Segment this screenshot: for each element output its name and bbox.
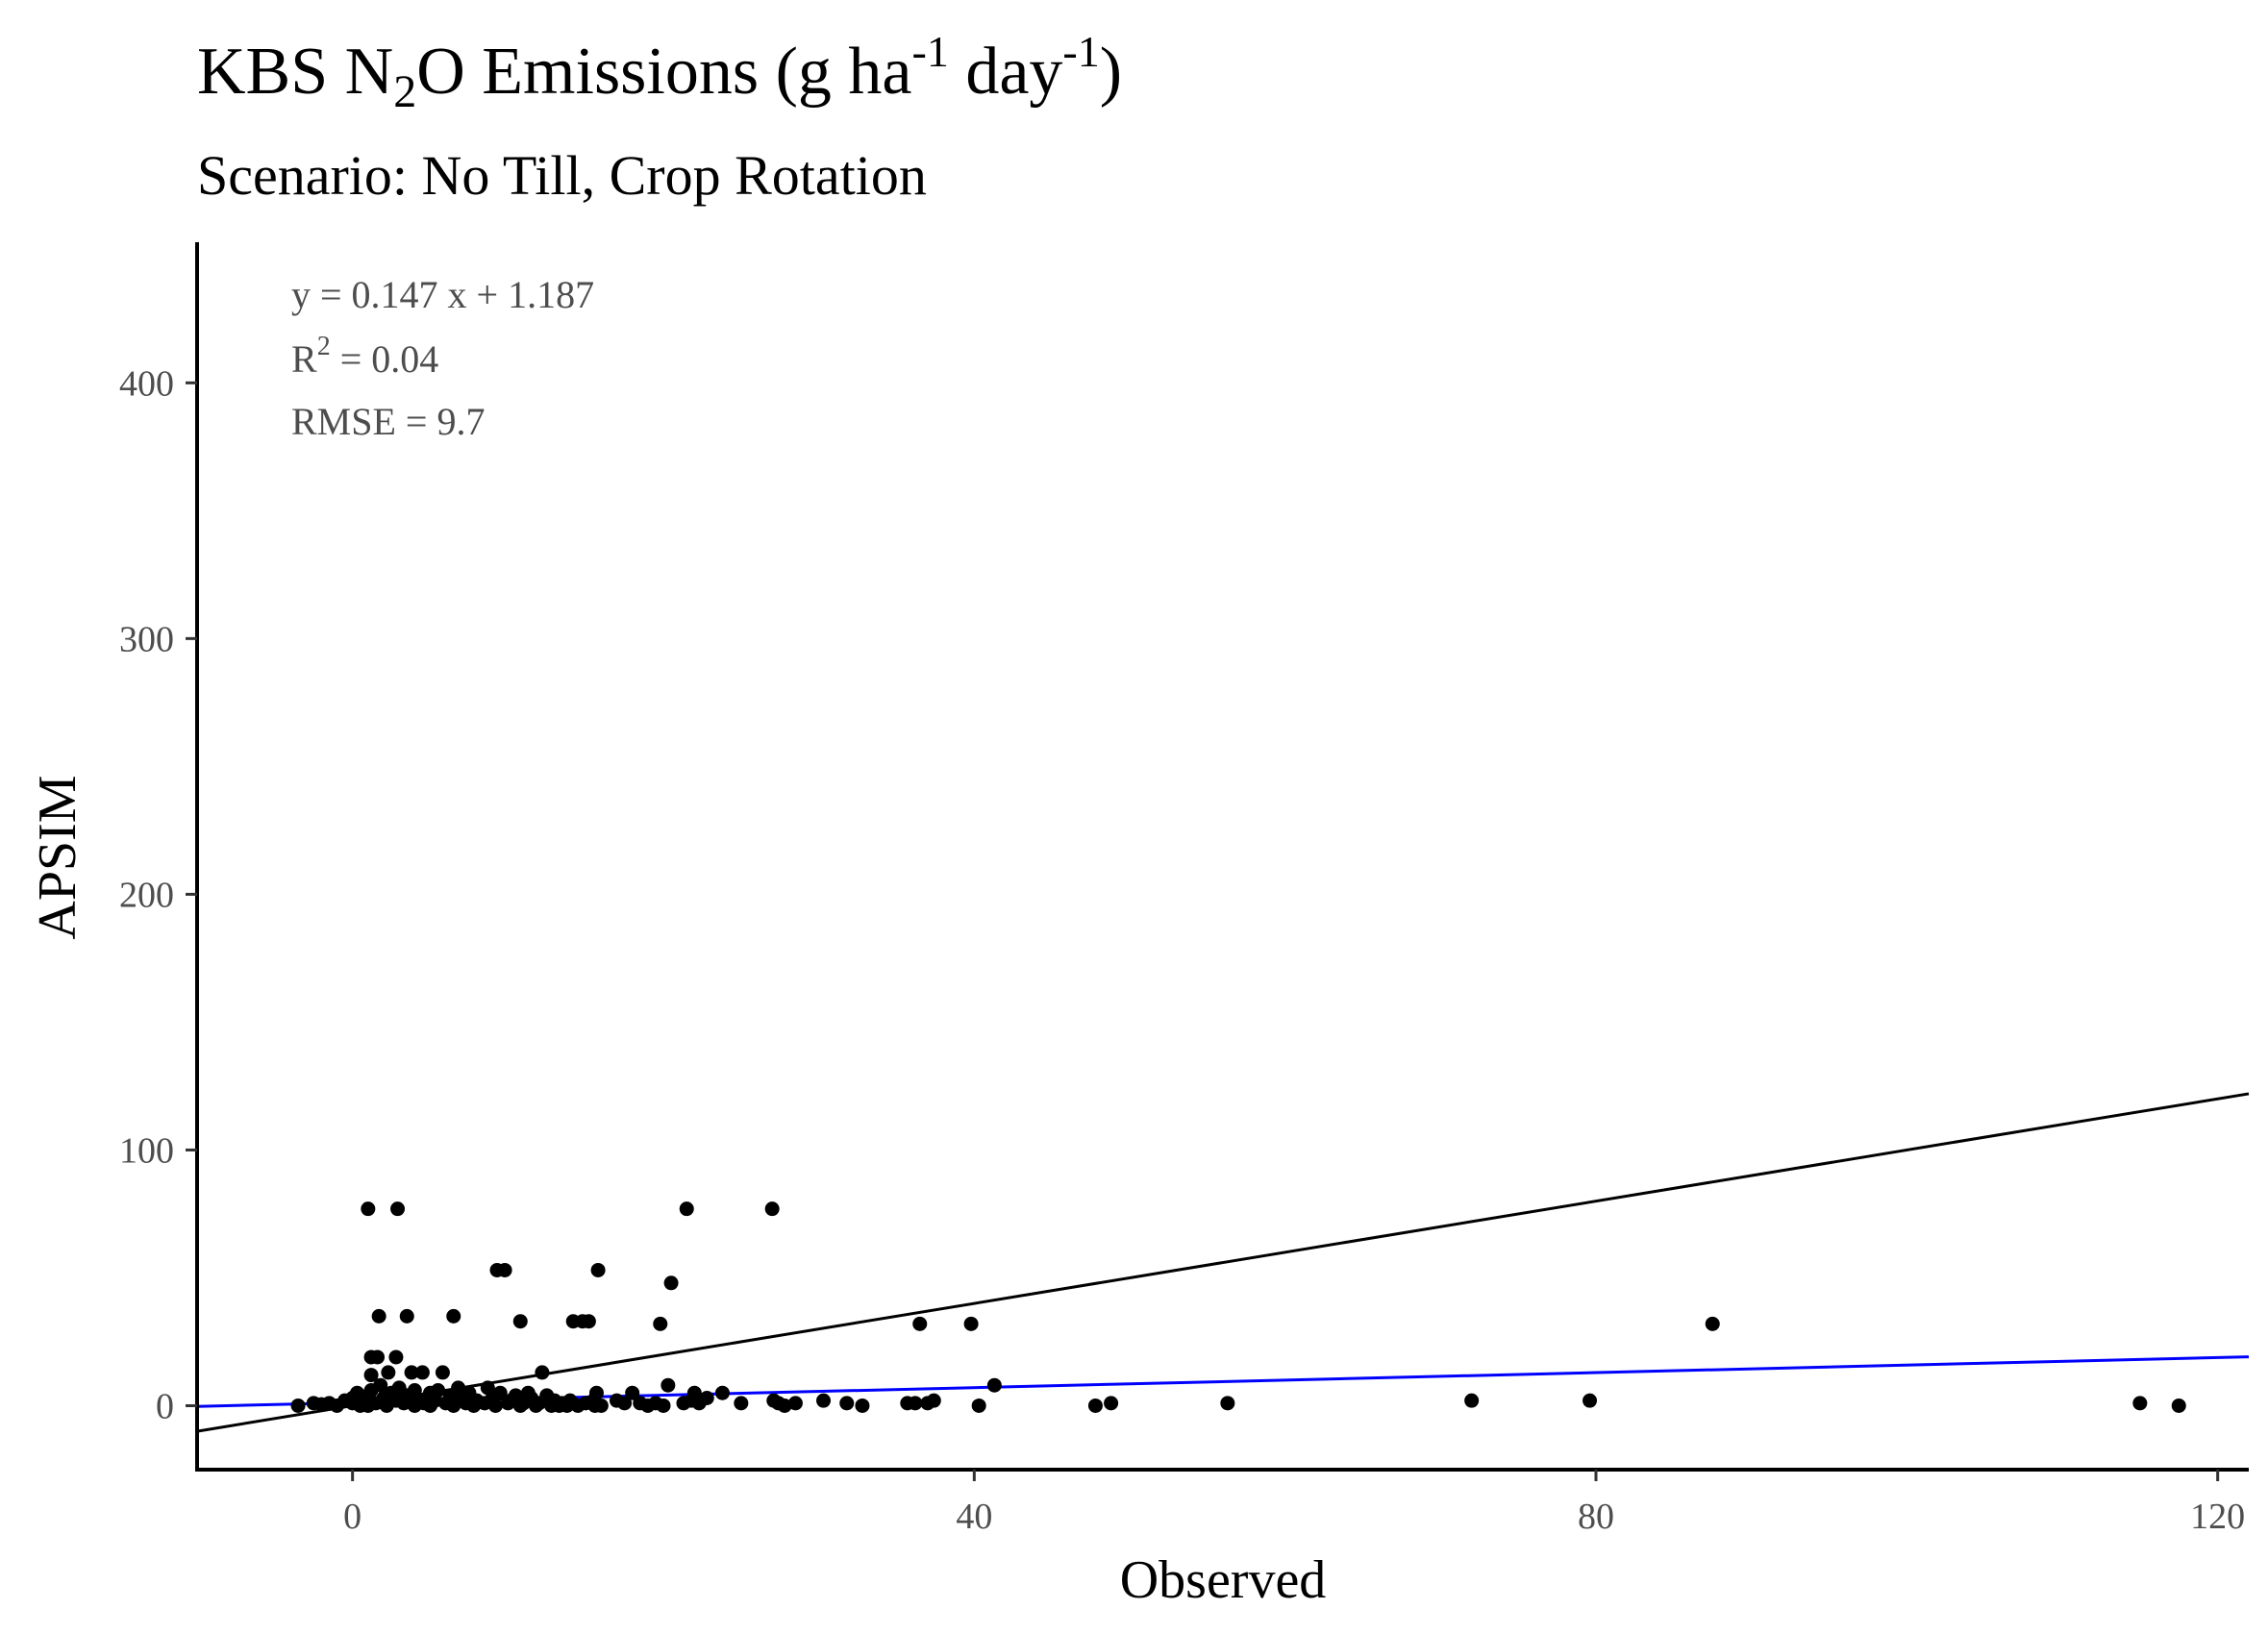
x-tick-label: 80 xyxy=(1578,1497,1614,1537)
data-point xyxy=(986,1377,1002,1393)
data-point xyxy=(787,1396,803,1411)
data-point xyxy=(370,1349,386,1365)
data-point xyxy=(435,1365,450,1380)
data-point xyxy=(497,1262,512,1277)
data-point xyxy=(1104,1396,1119,1411)
data-point xyxy=(492,1385,508,1400)
y-tick-label: 400 xyxy=(119,363,174,404)
data-point xyxy=(581,1314,596,1329)
data-point xyxy=(414,1365,430,1380)
data-point xyxy=(714,1385,730,1400)
data-point xyxy=(908,1396,923,1411)
data-point xyxy=(431,1383,446,1399)
data-point xyxy=(535,1365,550,1380)
data-point xyxy=(963,1316,979,1331)
data-point xyxy=(625,1385,640,1400)
data-point xyxy=(816,1393,832,1408)
data-point xyxy=(971,1398,986,1413)
data-point xyxy=(290,1398,306,1413)
data-point xyxy=(588,1385,604,1400)
data-point xyxy=(363,1368,379,1383)
data-point xyxy=(487,1398,503,1413)
chart-title-part3: day xyxy=(949,35,1063,109)
data-point xyxy=(660,1377,676,1393)
data-point xyxy=(373,1377,388,1393)
y-tick-label: 300 xyxy=(119,619,174,659)
data-point xyxy=(617,1396,633,1411)
y-axis-title: APSIM xyxy=(28,775,87,939)
regression-equation: y = 0.147 x + 1.187 xyxy=(291,273,594,316)
data-point xyxy=(1464,1393,1480,1408)
data-point xyxy=(446,1308,461,1324)
data-point xyxy=(390,1201,406,1217)
x-tick-label: 0 xyxy=(343,1497,361,1537)
r-squared-superscript: 2 xyxy=(317,332,331,361)
data-point xyxy=(663,1275,679,1291)
data-point xyxy=(1087,1398,1103,1413)
data-point xyxy=(399,1308,414,1324)
chart-title-superscript-2: -1 xyxy=(1062,27,1099,76)
rmse-label: RMSE = 9.7 xyxy=(291,400,485,443)
data-point xyxy=(839,1396,855,1411)
data-point xyxy=(404,1365,419,1380)
y-axis-ticks: 0 100 200 300 400 xyxy=(119,363,197,1426)
data-point xyxy=(699,1391,714,1406)
y-tick-label: 200 xyxy=(119,875,174,915)
data-point xyxy=(590,1262,606,1277)
data-point xyxy=(361,1201,376,1217)
chart-title: KBS N2O Emissions (g ha-1 day-1) xyxy=(197,27,1122,117)
chart-title-part2: O Emissions (g ha xyxy=(416,35,911,109)
data-point xyxy=(653,1316,668,1331)
data-point xyxy=(656,1398,671,1413)
chart-title-superscript-1: -1 xyxy=(912,27,949,76)
data-point xyxy=(764,1201,780,1217)
chart-title-part1: KBS N xyxy=(197,35,393,109)
data-point xyxy=(2171,1398,2186,1413)
data-point xyxy=(734,1396,749,1411)
data-point xyxy=(593,1398,609,1413)
chart-title-part4: ) xyxy=(1100,35,1122,109)
data-point xyxy=(855,1398,870,1413)
data-points xyxy=(290,1201,2186,1413)
y-tick-label: 100 xyxy=(119,1130,174,1171)
data-point xyxy=(2132,1396,2148,1411)
x-axis-title: Observed xyxy=(1120,1550,1327,1610)
plot-area xyxy=(196,1092,2250,1433)
chart-subtitle: Scenario: No Till, Crop Rotation xyxy=(197,144,927,207)
y-tick-label: 0 xyxy=(156,1386,174,1426)
data-point xyxy=(381,1365,396,1380)
data-point xyxy=(371,1308,386,1324)
data-point xyxy=(679,1201,694,1217)
reference-lines xyxy=(196,1092,2250,1433)
data-point xyxy=(512,1314,528,1329)
x-axis-ticks: 0 40 80 120 xyxy=(343,1470,2245,1537)
data-point xyxy=(926,1393,941,1408)
data-point xyxy=(1705,1316,1720,1331)
x-tick-label: 40 xyxy=(956,1497,992,1537)
x-tick-label: 120 xyxy=(2190,1497,2245,1537)
data-point xyxy=(777,1398,792,1413)
r-squared-prefix: R xyxy=(291,337,317,381)
data-point xyxy=(912,1316,928,1331)
r-squared-value: = 0.04 xyxy=(331,337,439,381)
data-point xyxy=(1583,1393,1598,1408)
chart-title-subscript: 2 xyxy=(393,66,416,117)
r-squared-label: R2 = 0.04 xyxy=(291,332,438,381)
data-point xyxy=(388,1349,404,1365)
data-point xyxy=(1220,1396,1235,1411)
